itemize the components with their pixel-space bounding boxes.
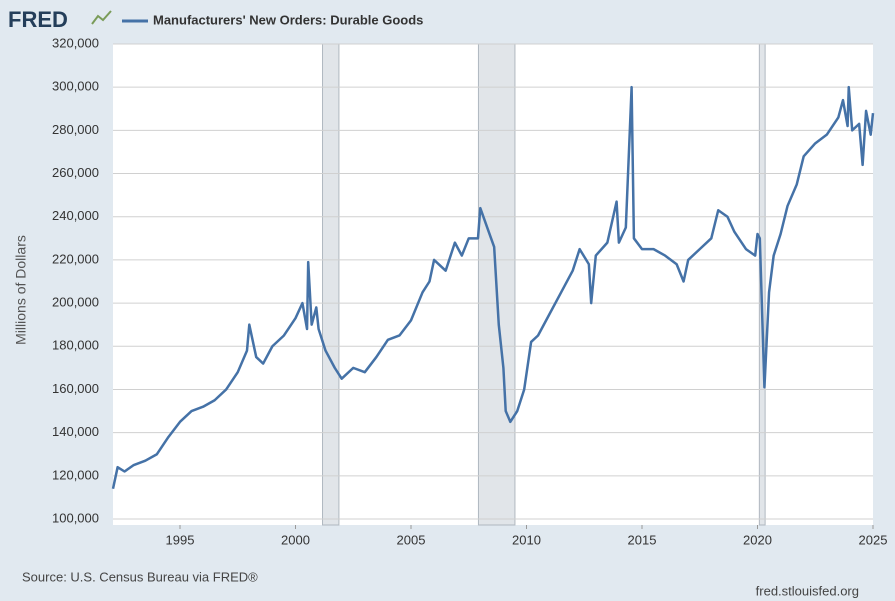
x-tick-label: 2005 bbox=[397, 532, 426, 547]
y-tick-label: 200,000 bbox=[52, 295, 99, 310]
y-tick-label: 160,000 bbox=[52, 381, 99, 396]
y-tick-label: 260,000 bbox=[52, 165, 99, 180]
y-tick-label: 140,000 bbox=[52, 424, 99, 439]
recession-band bbox=[322, 43, 340, 526]
url: fred.stlouisfed.org bbox=[756, 583, 859, 598]
x-tick-label: 2020 bbox=[743, 532, 772, 547]
logo: FRED bbox=[8, 7, 68, 32]
y-tick-label: 320,000 bbox=[52, 35, 99, 50]
x-tick-label: 2025 bbox=[859, 532, 888, 547]
y-tick-label: 300,000 bbox=[52, 79, 99, 94]
y-tick-label: 240,000 bbox=[52, 208, 99, 223]
y-tick-label: 180,000 bbox=[52, 338, 99, 353]
x-tick-label: 2015 bbox=[628, 532, 657, 547]
x-tick-label: 2010 bbox=[512, 532, 541, 547]
y-tick-label: 280,000 bbox=[52, 122, 99, 137]
x-tick-label: 2000 bbox=[281, 532, 310, 547]
source: Source: U.S. Census Bureau via FRED® bbox=[22, 569, 258, 584]
y-tick-label: 220,000 bbox=[52, 251, 99, 266]
y-tick-label: 120,000 bbox=[52, 467, 99, 482]
data-line bbox=[111, 85, 875, 490]
x-tick-label: 1995 bbox=[166, 532, 195, 547]
legend-label: Manufacturers' New Orders: Durable Goods bbox=[153, 12, 423, 27]
logo-icon bbox=[91, 10, 112, 25]
y-axis-title: Millions of Dollars bbox=[13, 235, 29, 345]
y-tick-label: 100,000 bbox=[52, 510, 99, 525]
